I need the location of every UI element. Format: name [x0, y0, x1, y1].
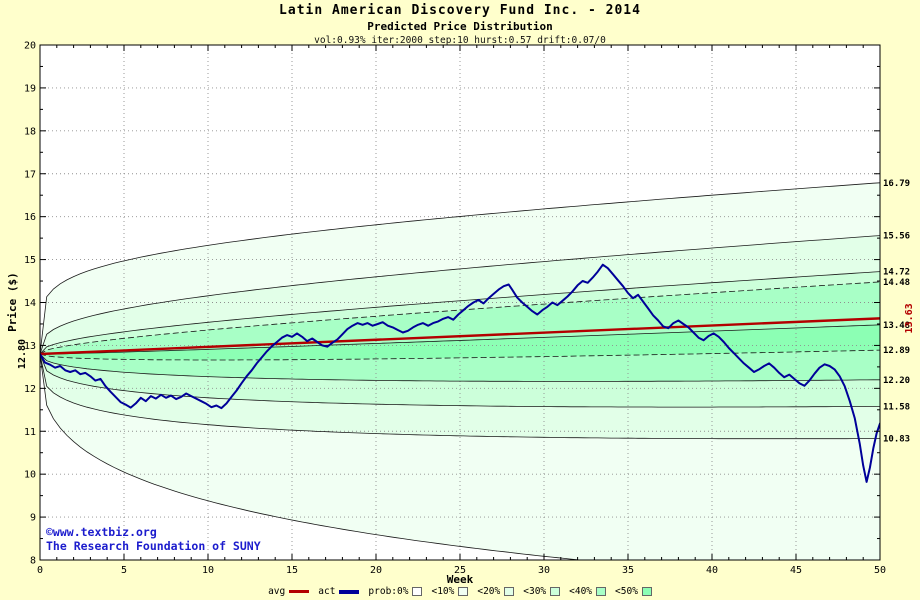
legend-color-swatch [412, 587, 423, 596]
legend-item--10-: <10% [431, 586, 469, 597]
legend-item-avg: avg [268, 586, 310, 597]
y-tick-label: 18 [24, 126, 36, 137]
x-tick-label: 25 [454, 565, 466, 576]
band-end-value-label: 16.79 [883, 179, 910, 189]
legend-label: avg [268, 586, 286, 597]
legend-color-swatch [596, 587, 607, 596]
y-tick-label: 14 [24, 298, 36, 309]
y-tick-label: 17 [24, 169, 36, 180]
probability-band [40, 354, 880, 408]
y-tick-label: 12 [24, 384, 36, 395]
legend-label: <20% [477, 586, 501, 597]
x-tick-label: 20 [370, 565, 382, 576]
watermark-link[interactable]: ©www.textbiz.org [46, 525, 157, 539]
band-end-value-label: 14.72 [883, 268, 910, 278]
x-tick-label: 0 [37, 565, 43, 576]
legend: avg act prob:0% <10% <20% <30% <40% <50% [0, 586, 920, 597]
legend-label: <30% [523, 586, 547, 597]
x-tick-label: 45 [790, 565, 802, 576]
band-end-value-label: 12.20 [883, 376, 910, 386]
y-tick-label: 13 [24, 341, 36, 352]
band-boundary-curve [40, 182, 880, 355]
watermark: ©www.textbiz.org The Research Foundation… [46, 525, 261, 554]
legend-label: <50% [615, 586, 638, 597]
band-end-value-label: 14.48 [883, 278, 910, 288]
legend-color-swatch [550, 587, 561, 596]
probability-band [40, 324, 880, 360]
y-tick-label: 19 [24, 83, 36, 94]
band-boundary-curve [40, 353, 880, 440]
y-tick-label: 16 [24, 212, 36, 223]
probability-band [40, 182, 880, 354]
watermark-org: The Research Foundation of SUNY [46, 538, 261, 553]
legend-label: act [318, 586, 336, 597]
x-tick-label: 10 [202, 565, 214, 576]
band-boundary-curve [40, 281, 880, 355]
start-price-label: 12.80 [17, 339, 28, 369]
legend-item--30-: <30% [523, 586, 561, 597]
probability-band [40, 235, 880, 354]
legend-label: prob:0% [368, 586, 409, 597]
band-end-value-label: 11.58 [883, 402, 910, 412]
y-tick-label: 9 [30, 513, 36, 524]
band-end-value-label: 15.56 [883, 232, 910, 242]
band-boundary-curve [40, 353, 880, 408]
x-tick-label: 15 [286, 565, 298, 576]
y-tick-label: 8 [30, 556, 36, 567]
y-tick-label: 15 [24, 255, 36, 266]
x-tick-label: 40 [706, 565, 718, 576]
band-boundary-curve [40, 324, 880, 355]
legend-item--20-: <20% [477, 586, 515, 597]
legend-color-swatch [458, 587, 469, 596]
legend-item-act: act [318, 586, 360, 597]
y-axis-title: Price ($) [6, 272, 19, 332]
band-end-value-label: 12.89 [883, 346, 910, 356]
band-end-value-label: 10.83 [883, 435, 910, 445]
legend-item-prob-0-: prob:0% [368, 586, 423, 597]
legend-color-swatch [504, 587, 515, 596]
x-tick-label: 35 [622, 565, 634, 576]
band-boundary-curve [40, 353, 584, 560]
legend-item--50-: <50% [615, 586, 652, 597]
legend-item--40-: <40% [569, 586, 607, 597]
legend-line-swatch [289, 590, 310, 593]
band-boundary-curve [40, 353, 880, 382]
x-tick-label: 50 [874, 565, 886, 576]
x-axis-title: Week [446, 573, 474, 586]
band-boundary-curve [40, 349, 880, 361]
probability-band [40, 354, 880, 439]
x-tick-label: 30 [538, 565, 550, 576]
legend-label: <10% [431, 586, 455, 597]
band-end-value-label: 13.48 [883, 321, 910, 331]
y-tick-label: 20 [24, 41, 36, 52]
band-boundary-curve [40, 271, 880, 355]
band-boundary-curve [40, 235, 880, 355]
probability-band [40, 271, 880, 354]
actual-price-line [40, 263, 880, 483]
y-tick-label: 10 [24, 470, 36, 481]
avg-end-price-label: 13.63 [904, 303, 915, 333]
y-tick-label: 11 [24, 427, 36, 438]
legend-line-swatch [339, 589, 360, 594]
x-tick-label: 5 [121, 565, 127, 576]
legend-label: <40% [569, 586, 593, 597]
avg-price-line [39, 317, 881, 356]
legend-color-swatch [641, 587, 652, 596]
